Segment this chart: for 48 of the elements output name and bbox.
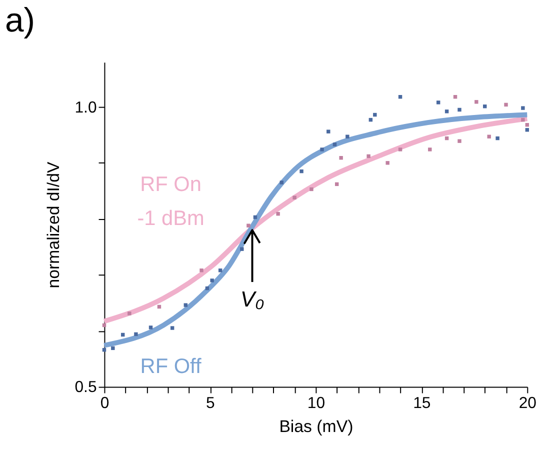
x-tick-label: 0 bbox=[100, 395, 110, 412]
point bbox=[521, 118, 525, 122]
point bbox=[240, 247, 244, 251]
point bbox=[184, 303, 188, 307]
point bbox=[134, 332, 138, 336]
x-tick-label: 5 bbox=[206, 395, 216, 412]
point bbox=[300, 169, 304, 174]
point bbox=[128, 312, 132, 316]
point bbox=[398, 148, 402, 152]
point bbox=[373, 112, 377, 117]
point bbox=[310, 187, 314, 192]
point bbox=[428, 148, 432, 152]
series-label: RF On -1 dBm bbox=[137, 173, 204, 230]
point bbox=[436, 100, 440, 104]
point bbox=[170, 326, 174, 330]
point bbox=[246, 224, 250, 228]
annotation: V₀ bbox=[240, 286, 264, 312]
point bbox=[504, 102, 508, 107]
point bbox=[474, 100, 478, 104]
text: a) bbox=[4, 1, 35, 40]
x-tick-label: 20 bbox=[518, 395, 537, 412]
point bbox=[339, 156, 343, 160]
y-axis-title: normalized dI/dV bbox=[44, 160, 63, 288]
point bbox=[292, 196, 296, 200]
point bbox=[458, 139, 462, 143]
point bbox=[111, 346, 115, 350]
y-tick-label: 1.0 bbox=[74, 99, 97, 116]
point bbox=[366, 154, 370, 158]
point bbox=[346, 134, 350, 138]
point bbox=[444, 110, 449, 114]
point bbox=[326, 130, 330, 134]
point bbox=[280, 180, 284, 184]
point bbox=[148, 326, 153, 330]
x-tick-label: 10 bbox=[307, 395, 326, 412]
point bbox=[386, 161, 390, 165]
point bbox=[458, 108, 462, 112]
point bbox=[496, 136, 500, 140]
x-axis-title: Bias (mV) bbox=[279, 416, 354, 436]
y-tick-label: 0.5 bbox=[74, 379, 97, 396]
point bbox=[332, 142, 337, 146]
point bbox=[200, 268, 204, 272]
x-tick-label: 15 bbox=[413, 395, 431, 412]
point bbox=[276, 212, 280, 216]
series-label: RF Off bbox=[140, 354, 202, 378]
point bbox=[210, 278, 214, 282]
point bbox=[320, 148, 324, 152]
point bbox=[487, 134, 491, 138]
point bbox=[521, 106, 525, 110]
